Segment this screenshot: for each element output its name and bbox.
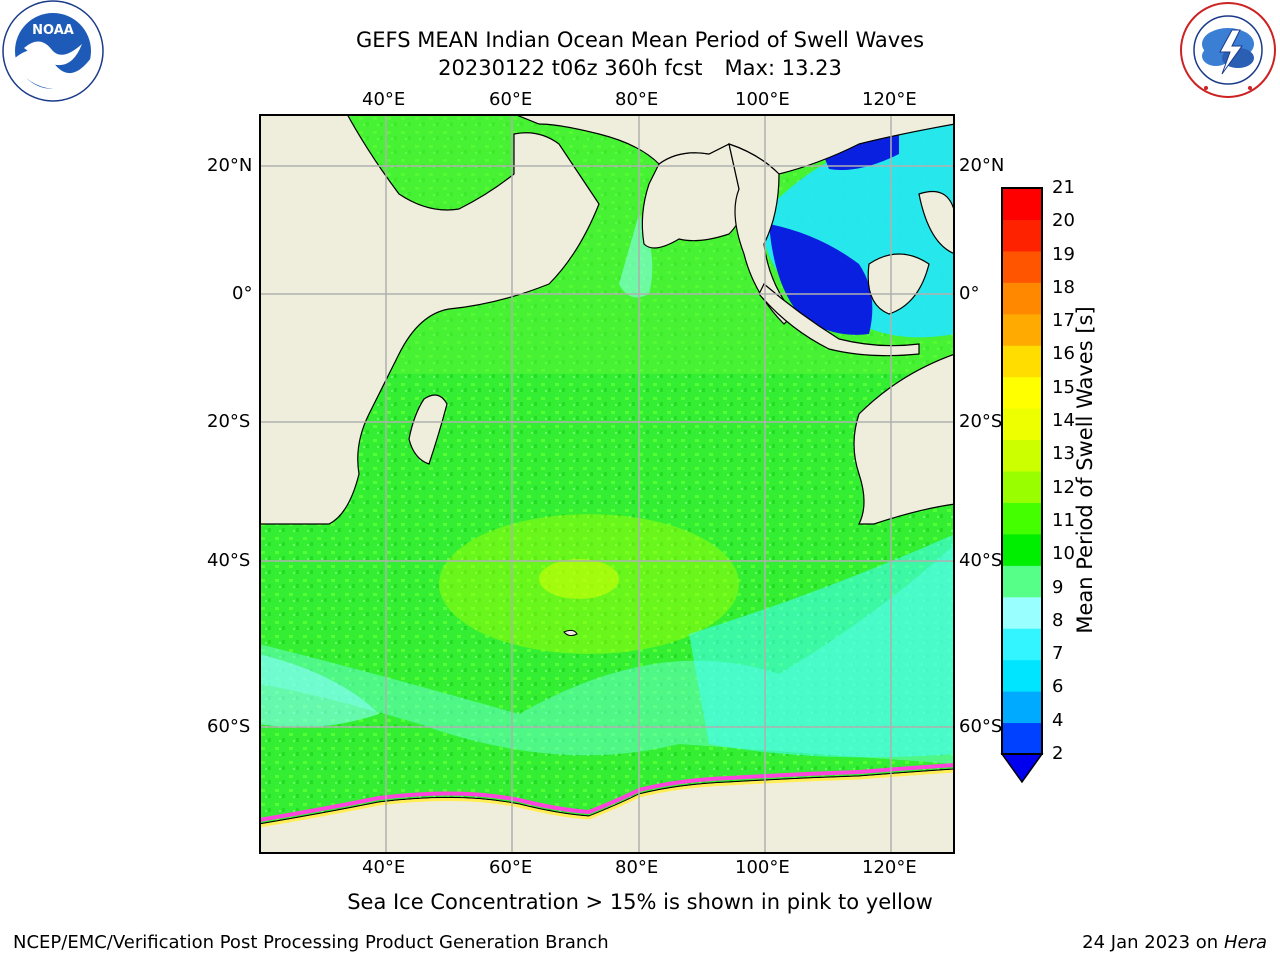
colorbar-extend-arrow xyxy=(1000,753,1044,784)
noaa-logo: NOAA xyxy=(2,0,104,102)
colorbar-segment xyxy=(1002,313,1042,346)
noaa-logo-text: NOAA xyxy=(32,23,74,38)
colorbar-segment xyxy=(1002,219,1042,252)
sea-ice-edge xyxy=(258,763,956,822)
colorbar-tick-label: 8 xyxy=(1052,609,1064,631)
colorbar-segment xyxy=(1002,659,1042,692)
map-gridlines xyxy=(259,114,955,854)
colorbar-tick-label: 2 xyxy=(1052,743,1064,764)
colorbar xyxy=(1000,186,1044,784)
colorbar-tick-label: 20 xyxy=(1052,210,1075,232)
colorbar-border xyxy=(1001,187,1043,755)
lat-tick-right: 40°S xyxy=(959,550,1003,571)
lon-tick-bottom: 80°E xyxy=(615,857,659,878)
lat-tick-left: 60°S xyxy=(207,716,251,737)
lon-tick-bottom: 120°E xyxy=(862,857,917,878)
map-svg xyxy=(258,113,956,855)
colorbar-segment xyxy=(1002,691,1042,724)
footer-date: 24 Jan 2023 on Hera xyxy=(1082,932,1267,953)
colorbar-tick-label: 17 xyxy=(1052,310,1075,332)
colorbar-tick-label: 14 xyxy=(1052,410,1075,432)
colorbar-segment xyxy=(1002,722,1042,755)
lon-tick-bottom: 40°E xyxy=(362,857,406,878)
lat-tick-right: 0° xyxy=(959,283,980,304)
lat-tick-right: 60°S xyxy=(959,716,1003,737)
colorbar-segment xyxy=(1002,439,1042,472)
colorbar-tick-label: 18 xyxy=(1052,276,1075,298)
sea-ice-note: Sea Ice Concentration > 15% is shown in … xyxy=(347,890,933,914)
footer-credit: NCEP/EMC/Verification Post Processing Pr… xyxy=(13,932,609,953)
lon-tick-top: 80°E xyxy=(615,89,659,110)
chart-subtitle: 20230122 t06z 360h fcst Max: 13.23 xyxy=(438,56,842,80)
lon-tick-bottom: 100°E xyxy=(735,857,790,878)
lon-tick-top: 60°E xyxy=(489,89,533,110)
colorbar-tick-label: 4 xyxy=(1052,709,1064,731)
lon-tick-top: 100°E xyxy=(735,89,790,110)
lat-tick-left: 40°S xyxy=(207,550,251,571)
colorbar-tick-label: 15 xyxy=(1052,376,1075,398)
southern-cyan-zone xyxy=(689,534,955,758)
colorbar-label: Mean Period of Swell Waves [s] xyxy=(1073,306,1097,634)
colorbar-segment xyxy=(1002,188,1042,220)
nws-logo xyxy=(1176,0,1280,100)
colorbar-tick-label: 12 xyxy=(1052,476,1075,498)
colorbar-segment xyxy=(1002,345,1042,378)
max-value: Max: 13.23 xyxy=(724,56,842,80)
colorbar-segment xyxy=(1002,376,1042,409)
lat-tick-left: 0° xyxy=(232,283,253,304)
colorbar-tick-label: 6 xyxy=(1052,676,1064,698)
lat-tick-left: 20°S xyxy=(207,411,251,432)
map-panel xyxy=(258,113,956,855)
colorbar-tick-label: 21 xyxy=(1052,177,1075,198)
land-indochina xyxy=(728,143,795,325)
lat-tick-right: 20°S xyxy=(959,411,1003,432)
colorbar-segment xyxy=(1002,250,1042,283)
colorbar-tick-label: 9 xyxy=(1052,576,1064,598)
colorbar-segment xyxy=(1002,596,1042,629)
colorbar-segment xyxy=(1002,408,1042,441)
map-border xyxy=(259,114,955,854)
colorbar-segment xyxy=(1002,282,1042,315)
colorbar-segment xyxy=(1002,565,1042,598)
lon-tick-top: 40°E xyxy=(362,89,406,110)
chart-title: GEFS MEAN Indian Ocean Mean Period of Sw… xyxy=(355,28,925,52)
colorbar-tick-labels: 2 4 6 7 8 9 10 11 12 13 14 15 16 17 18 19 20 21 xyxy=(1052,177,1092,786)
lon-tick-top: 120°E xyxy=(862,89,917,110)
colorbar-segment xyxy=(1002,628,1042,661)
lon-tick-bottom: 60°E xyxy=(489,857,533,878)
colorbar-tick-label: 19 xyxy=(1052,243,1075,265)
lat-tick-left: 20°N xyxy=(207,155,253,176)
colorbar-segment xyxy=(1002,471,1042,503)
land-indonesia xyxy=(758,283,920,357)
colorbar-segment xyxy=(1002,533,1042,566)
colorbar-tick-label: 13 xyxy=(1052,443,1075,465)
lat-tick-right: 20°N xyxy=(959,155,1005,176)
land-madagascar xyxy=(408,394,448,465)
footer-host: Hera xyxy=(1223,932,1267,953)
colorbar-tick-label: 11 xyxy=(1052,509,1075,531)
colorbar-tick-label: 7 xyxy=(1052,643,1064,665)
colorbar-segment xyxy=(1002,502,1042,535)
colorbar-tick-label: 10 xyxy=(1052,543,1075,565)
colorbar-tick-label: 16 xyxy=(1052,343,1075,365)
